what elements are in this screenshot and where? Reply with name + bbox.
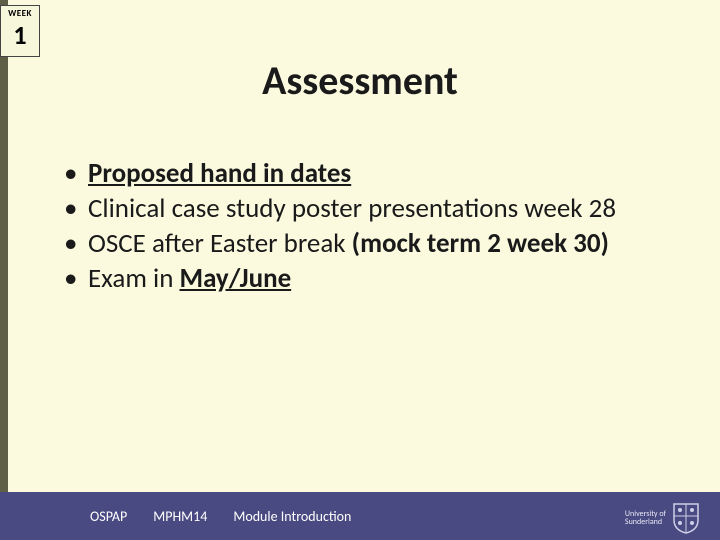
university-line2: Sunderland — [625, 518, 666, 526]
footer-item: Module Introduction — [233, 508, 351, 525]
list-item: Proposed hand in dates — [60, 158, 680, 191]
list-item: Exam in May/June — [60, 263, 680, 296]
bullet-bold: (mock term 2 week 30) — [352, 227, 609, 260]
slide-title: Assessment — [0, 56, 720, 105]
bullet-text: OSCE after Easter break — [88, 227, 352, 260]
week-box: WEEK 1 — [0, 5, 40, 57]
footer-item: MPHM14 — [153, 508, 207, 525]
list-item: OSCE after Easter break (mock term 2 wee… — [60, 228, 680, 261]
bullet-text: Proposed hand in dates — [88, 157, 351, 190]
week-number: 1 — [1, 19, 39, 56]
list-item: Clinical case study poster presentations… — [60, 193, 680, 226]
bullet-list: Proposed hand in dates Clinical case stu… — [60, 158, 680, 296]
content-area: Proposed hand in dates Clinical case stu… — [60, 158, 680, 298]
university-name: University of Sunderland — [625, 510, 666, 526]
footer-bar: OSPAP MPHM14 Module Introduction Univers… — [0, 492, 720, 540]
university-logo: University of Sunderland — [625, 502, 700, 534]
bullet-text: Exam in — [88, 262, 179, 295]
bullet-text: Clinical case study poster presentations… — [88, 192, 616, 225]
slide: WEEK 1 Assessment Proposed hand in dates… — [0, 0, 720, 540]
footer-item: OSPAP — [90, 508, 127, 525]
bullet-bold-underline: May/June — [179, 262, 291, 295]
week-label: WEEK — [1, 6, 39, 19]
shield-icon — [672, 502, 700, 534]
